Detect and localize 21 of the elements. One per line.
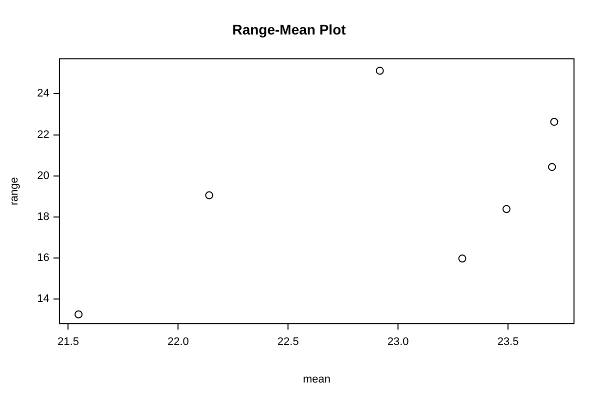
y-tick-label: 16 (37, 252, 50, 264)
point (548, 162, 556, 171)
y-tick-label: 18 (37, 210, 50, 223)
x-tick-label: 22.5 (277, 336, 299, 348)
point (502, 205, 510, 214)
x-tick-label: 22.0 (167, 336, 189, 348)
y-axis-title: range (8, 177, 21, 206)
chart-title: Range-Mean Plot (232, 21, 346, 38)
y-tick-label: 20 (37, 170, 50, 182)
y-tick-label: 14 (37, 293, 50, 305)
point (458, 254, 466, 263)
y-tick-label: 22 (37, 128, 50, 141)
x-tick-label: 23.5 (497, 336, 519, 348)
point (74, 310, 83, 318)
x-axis-title: mean (302, 373, 330, 386)
point (550, 118, 558, 126)
point (205, 191, 214, 200)
x-tick-label: 23.0 (387, 336, 409, 348)
point (376, 66, 384, 75)
x-tick-label: 21.5 (58, 336, 79, 348)
y-tick-label: 24 (37, 88, 50, 100)
